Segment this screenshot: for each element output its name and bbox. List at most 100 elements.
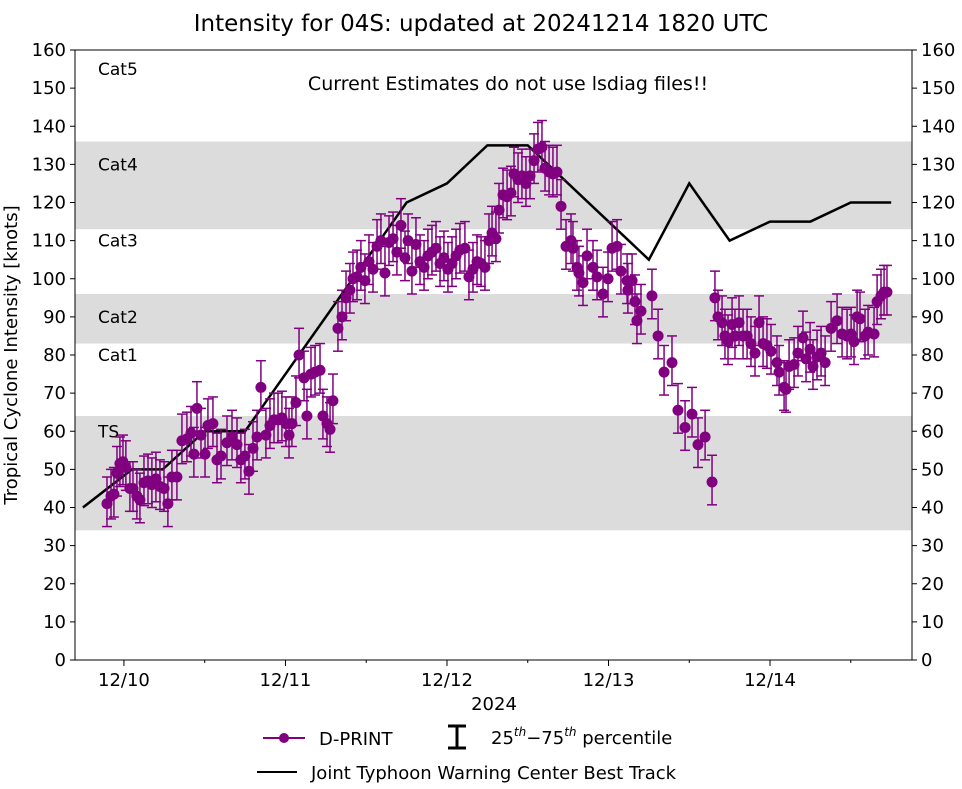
dprint-point: [231, 439, 243, 451]
dprint-point: [199, 448, 211, 460]
dprint-point: [788, 359, 800, 371]
dprint-point: [581, 250, 593, 262]
dprint-point: [807, 360, 819, 372]
dprint-point: [611, 240, 623, 252]
dprint-point: [716, 317, 728, 329]
band-ts: [75, 416, 912, 531]
dprint-point: [215, 450, 227, 462]
dprint-point: [646, 290, 658, 302]
dprint-point: [324, 423, 336, 435]
band-cat4: [75, 141, 912, 230]
band-label-cat1: Cat1: [98, 346, 138, 366]
dprint-point: [749, 347, 761, 359]
dprint-point: [591, 271, 603, 283]
dprint-point: [652, 330, 664, 342]
dprint-point: [753, 317, 765, 329]
dprint-point: [635, 305, 647, 317]
y-tick-label-right: 50: [921, 459, 944, 480]
dprint-point: [406, 265, 418, 277]
dprint-point: [387, 233, 399, 245]
dprint-point: [658, 366, 670, 378]
dprint-point: [111, 467, 123, 479]
dprint-point: [679, 421, 691, 433]
y-tick-label-left: 150: [32, 78, 66, 99]
dprint-point: [479, 261, 491, 273]
dprint-point: [395, 219, 407, 231]
y-tick-label-left: 30: [43, 536, 66, 557]
band-label-cat3: Cat3: [98, 232, 138, 252]
y-tick-label-left: 0: [55, 650, 66, 671]
y-tick-label-left: 160: [32, 40, 66, 61]
dprint-point: [247, 442, 259, 454]
y-tick-label-right: 80: [921, 345, 944, 366]
y-tick-label-right: 110: [921, 231, 955, 252]
dprint-point: [418, 261, 430, 273]
dprint-point: [185, 427, 197, 439]
y-tick-label-left: 50: [43, 459, 66, 480]
dprint-point: [286, 418, 298, 430]
legend-percentile-suffix: percentile: [577, 728, 673, 749]
x-tick-label: 12/14: [744, 670, 796, 691]
dprint-point: [848, 336, 860, 348]
dprint-point: [327, 395, 339, 407]
dprint-point: [438, 252, 450, 264]
dprint-point: [699, 431, 711, 443]
y-tick-label-right: 40: [921, 498, 944, 519]
dprint-point: [631, 315, 643, 327]
dprint-point: [602, 273, 614, 285]
category-labels: TS Cat1 Cat2 Cat3 Cat4 Cat5: [97, 60, 138, 442]
x-tick-label: 12/11: [260, 670, 312, 691]
dprint-point: [195, 429, 207, 441]
dprint-point: [626, 275, 638, 287]
dprint-point: [162, 498, 174, 510]
dprint-point: [551, 166, 563, 178]
dprint-point: [524, 170, 536, 182]
legend-percentile-25: 25: [491, 728, 514, 749]
best-track-series: [82, 144, 892, 509]
y-tick-label-right: 100: [921, 269, 955, 290]
dprint-point: [505, 187, 517, 199]
y-tick-label-left: 110: [32, 231, 66, 252]
dprint-point: [868, 328, 880, 340]
dprint-point: [672, 404, 684, 416]
y-tick-label-left: 70: [43, 383, 66, 404]
dprint-point: [555, 200, 567, 212]
band-cat2: [75, 294, 912, 344]
dprint-point: [290, 397, 302, 409]
best-track-line: [82, 144, 892, 509]
dprint-point: [815, 347, 827, 359]
dprint-point: [825, 322, 837, 334]
dprint-point: [493, 204, 505, 216]
dprint-point: [615, 265, 627, 277]
legend-percentile-label: 25th−75th percentile: [491, 725, 672, 749]
chart-annotation: Current Estimates do not use lsdiag file…: [308, 73, 708, 95]
dprint-point: [800, 353, 812, 365]
dprint-point: [158, 482, 170, 494]
dprint-point: [120, 461, 132, 473]
x-axis-ticks: 12/10 12/11 12/12 12/13 12/14: [98, 660, 852, 691]
dprint-point: [709, 292, 721, 304]
x-tick-label: 12/13: [583, 670, 635, 691]
band-label-ts: TS: [97, 422, 119, 442]
dprint-point: [780, 383, 792, 395]
y-tick-label-left: 140: [32, 116, 66, 137]
y-tick-label-left: 60: [43, 421, 66, 442]
legend-sup-th1: th: [514, 725, 526, 739]
band-label-cat2: Cat2: [98, 308, 138, 328]
dprint-point: [771, 357, 783, 369]
dprint-point: [191, 402, 203, 414]
y-tick-label-left: 120: [32, 193, 66, 214]
dprint-point: [367, 263, 379, 275]
dprint-point: [251, 431, 263, 443]
dprint-point: [745, 338, 757, 350]
y-tick-label-right: 70: [921, 383, 944, 404]
dprint-point: [391, 246, 403, 258]
dprint-point: [207, 418, 219, 430]
dprint-point: [536, 141, 548, 153]
y-tick-label-right: 140: [921, 116, 955, 137]
y-tick-label-right: 10: [921, 612, 944, 633]
dprint-point: [336, 311, 348, 323]
legend-percentile-75: −75: [526, 728, 564, 749]
dprint-point: [379, 267, 391, 279]
